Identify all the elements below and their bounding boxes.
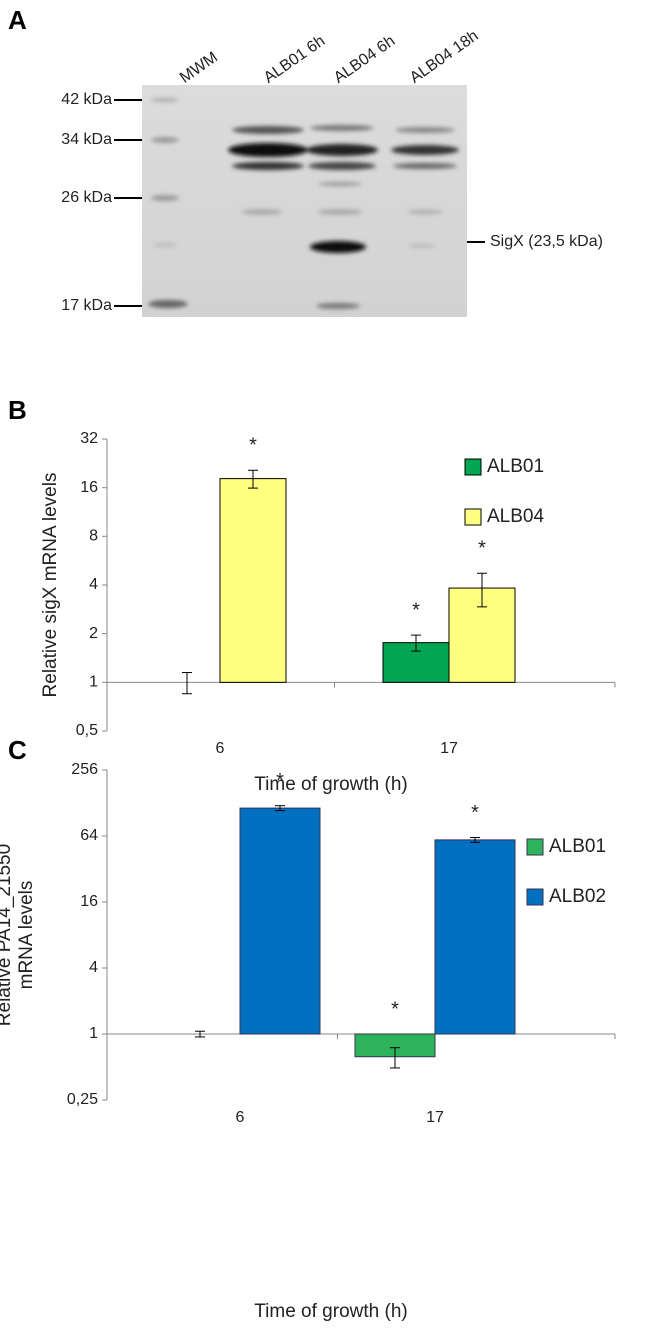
lane-label: ALB04 6h [331, 32, 398, 86]
marker-label: 26 kDa [61, 189, 112, 206]
significance-marker: * [412, 599, 420, 621]
legend-label: ALB04 [487, 506, 544, 527]
significance-marker: * [471, 802, 479, 824]
y-tick-label: 1 [89, 1025, 98, 1042]
y-axis-title: Relative PA14_21550 [0, 844, 15, 1026]
legend-swatch [464, 508, 482, 526]
western-blot: 42 kDa 34 kDa 26 kDa 17 kDa SigX (23,5 k… [61, 27, 603, 317]
significance-marker: * [391, 998, 399, 1020]
marker-ticks [114, 99, 485, 307]
y-tick-label: 4 [89, 576, 98, 593]
x-axis-title: Time of growth (h) [254, 1301, 407, 1322]
y-tick-label: 64 [80, 827, 98, 844]
error-bar [195, 1030, 205, 1038]
y-tick-label: 0,5 [76, 722, 98, 739]
bar [239, 807, 321, 1035]
y-tick-label: 32 [80, 430, 98, 447]
marker-label: 17 kDa [61, 297, 112, 314]
y-tick-label: 4 [89, 959, 98, 976]
x-axis-title: Time of growth (h) [254, 774, 407, 795]
error-bar [275, 805, 285, 812]
x-tick-label: 6 [236, 1109, 245, 1126]
lane-label: MWM [177, 49, 221, 87]
significance-marker: * [276, 770, 284, 792]
bar [219, 478, 287, 683]
error-bar [411, 634, 421, 652]
panel-label: B [8, 395, 27, 425]
legend-label: ALB01 [487, 456, 544, 477]
significance-marker: * [478, 538, 486, 560]
y-tick-label: 16 [80, 893, 98, 910]
y-tick-label: 256 [71, 761, 98, 778]
legend-swatch [526, 838, 544, 856]
gel [142, 85, 467, 317]
error-bar [248, 469, 258, 489]
x-tick-label: 17 [426, 1109, 444, 1126]
marker-label: 42 kDa [61, 91, 112, 108]
y-tick-label: 2 [89, 625, 98, 642]
error-bar [470, 837, 480, 843]
y-tick-label: 16 [80, 479, 98, 496]
x-tick-label: 17 [440, 740, 458, 757]
bar [434, 839, 516, 1035]
legend-label: ALB02 [549, 886, 606, 907]
x-tick-label: 6 [216, 740, 225, 757]
band-label: SigX (23,5 kDa) [490, 233, 603, 250]
y-axis-title: mRNA levels [16, 881, 37, 990]
legend-swatch [464, 458, 482, 476]
marker-label: 34 kDa [61, 131, 112, 148]
y-tick-label: 1 [89, 674, 98, 691]
error-bar [390, 1047, 400, 1069]
y-tick-label: 0,25 [67, 1091, 98, 1108]
gel-bands [148, 98, 459, 309]
panel-label: A [8, 5, 27, 35]
y-tick-label: 8 [89, 528, 98, 545]
error-bar [477, 572, 487, 608]
significance-marker: * [249, 435, 257, 457]
y-axis-title: Relative sigX mRNA levels [40, 473, 61, 698]
legend-label: ALB01 [549, 836, 606, 857]
lane-label: ALB04 18h [407, 27, 482, 86]
lane-label: ALB01 6h [261, 32, 328, 86]
error-bar [182, 672, 192, 695]
panel-label: C [8, 735, 27, 765]
legend-swatch [526, 888, 544, 906]
